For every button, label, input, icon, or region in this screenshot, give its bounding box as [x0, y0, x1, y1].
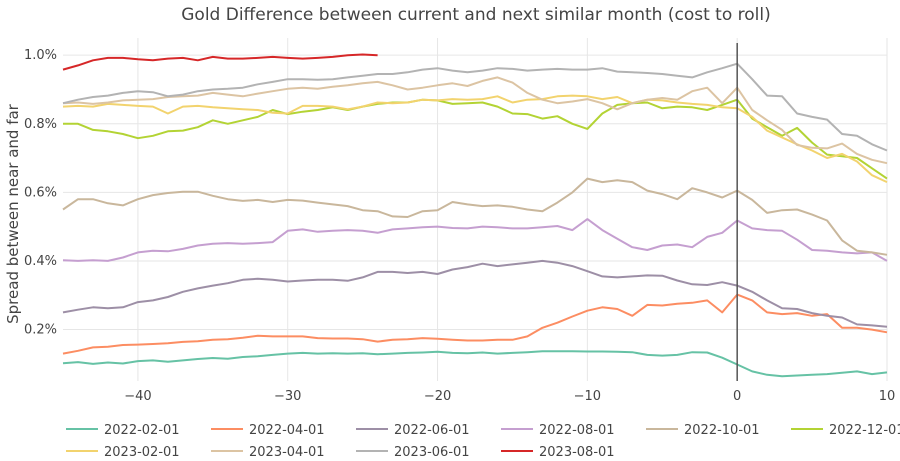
- x-tick-label: −30: [274, 389, 301, 404]
- legend-label: 2022-08-01: [539, 423, 615, 438]
- legend-label: 2023-04-01: [249, 445, 325, 460]
- y-tick-label: 0.4%: [24, 254, 57, 269]
- y-axis-ticks: 0.2% 0.4% 0.6% 0.8% 1.0%: [24, 48, 57, 337]
- series-line-2023-04-01: [62, 76, 888, 165]
- y-axis-title: Spread between near and far: [4, 103, 22, 324]
- legend-label: 2022-02-01: [104, 423, 180, 438]
- legend-label: 2022-12-01: [829, 423, 900, 438]
- series-line-2022-12-01: [63, 98, 888, 180]
- y-tick-label: 1.0%: [24, 48, 57, 63]
- x-tick-label: −20: [424, 389, 451, 404]
- legend-label: 2023-02-01: [104, 445, 180, 460]
- x-tick-label: 10: [879, 389, 896, 404]
- chart-title: Gold Difference between current and next…: [181, 5, 770, 25]
- series-lines: [62, 53, 888, 378]
- legend-label: 2022-06-01: [394, 423, 470, 438]
- series-line-2023-08-01: [62, 53, 378, 71]
- series-line-2023-06-01: [62, 62, 888, 152]
- series-line-2022-08-01: [62, 218, 888, 262]
- series-line-2022-06-01: [62, 259, 888, 328]
- y-tick-label: 0.8%: [24, 117, 57, 132]
- y-tick-label: 0.2%: [24, 323, 57, 338]
- x-tick-label: −10: [574, 389, 601, 404]
- x-tick-label: −40: [124, 389, 151, 404]
- series-line-2022-10-01: [62, 177, 888, 256]
- y-tick-label: 0.6%: [24, 185, 57, 200]
- legend-label: 2023-08-01: [539, 445, 615, 460]
- legend-label: 2022-04-01: [249, 423, 325, 438]
- x-axis-ticks: −40 −30 −20 −10 0 10: [124, 389, 895, 404]
- legend-label: 2023-06-01: [394, 445, 470, 460]
- series-line-2023-02-01: [62, 94, 888, 184]
- legend: 2022-02-01 2022-04-01 2022-06-01 2022-08-01…: [66, 423, 900, 460]
- x-tick-label: 0: [733, 389, 741, 404]
- series-line-2022-02-01: [62, 350, 888, 378]
- series-line-2022-04-01: [62, 293, 888, 355]
- legend-label: 2022-10-01: [684, 423, 760, 438]
